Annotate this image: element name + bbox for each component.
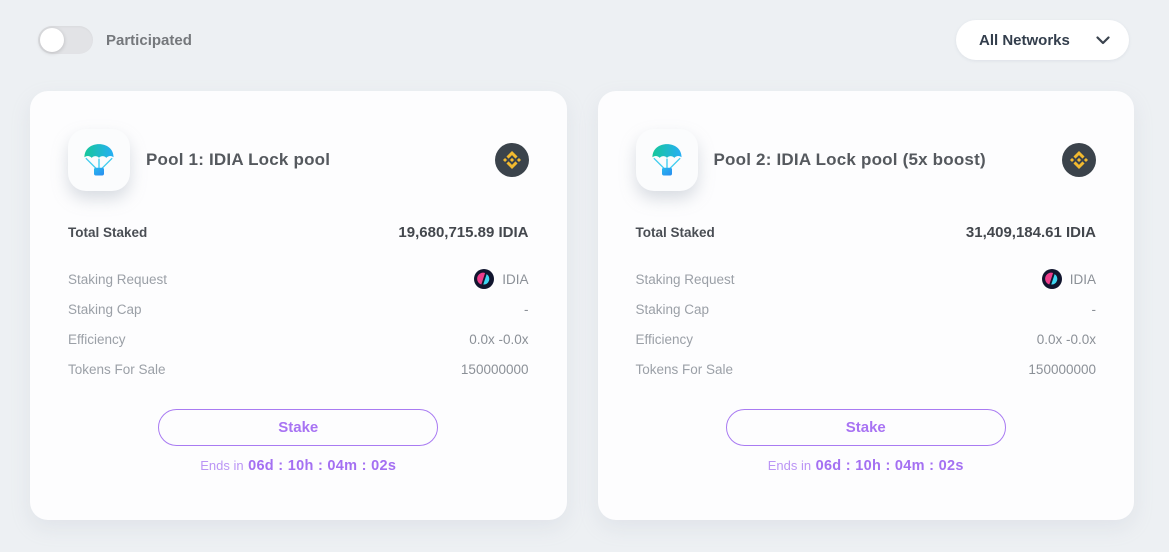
- pool-title: Pool 1: IDIA Lock pool: [146, 150, 331, 169]
- staking-cap-row: Staking Cap -: [68, 294, 529, 324]
- row-value: -: [524, 301, 529, 317]
- pool-card-1: Pool 1: IDIA Lock pool Total Staked 19,6…: [30, 91, 567, 520]
- total-staked-row: Total Staked 31,409,184.61 IDIA: [636, 224, 1097, 241]
- total-staked-value: 19,680,715.89 IDIA: [398, 224, 529, 241]
- idia-token-icon: [1041, 269, 1062, 289]
- pool-cards-container: Pool 1: IDIA Lock pool Total Staked 19,6…: [30, 91, 1134, 520]
- binance-icon: [494, 143, 529, 177]
- top-filter-bar: Participated All Networks: [0, 0, 1169, 60]
- row-label: Tokens For Sale: [68, 361, 166, 377]
- row-value: IDIA: [1041, 269, 1096, 289]
- network-select[interactable]: All Networks: [956, 20, 1129, 60]
- row-value: 150000000: [460, 361, 529, 377]
- toggle-knob: [40, 28, 64, 52]
- network-select-value: All Networks: [979, 31, 1070, 49]
- countdown-time: 06d : 10h : 04m : 02s: [815, 458, 964, 474]
- chevron-down-icon: [1096, 35, 1110, 44]
- participated-filter: Participated: [38, 26, 192, 54]
- row-value: 0.0x -0.0x: [469, 331, 529, 347]
- row-value: 0.0x -0.0x: [1036, 331, 1096, 347]
- countdown: Ends in 06d : 10h : 04m : 02s: [68, 457, 529, 475]
- row-label: Staking Request: [68, 271, 168, 287]
- pool-card-header: Pool 1: IDIA Lock pool: [68, 129, 529, 191]
- idia-token-icon: [474, 269, 495, 289]
- row-value: 150000000: [1028, 361, 1096, 377]
- row-label: Efficiency: [68, 331, 126, 347]
- pool-title: Pool 2: IDIA Lock pool (5x boost): [713, 150, 986, 169]
- tokens-for-sale-row: Tokens For Sale 150000000: [68, 354, 529, 384]
- row-label: Efficiency: [635, 331, 694, 347]
- countdown-time: 06d : 10h : 04m : 02s: [248, 458, 397, 474]
- stake-button[interactable]: Stake: [725, 409, 1006, 446]
- pool-info-rows: Staking Request IDIA St: [68, 264, 529, 384]
- ends-in-label: Ends in: [200, 458, 244, 473]
- pool-card-header: Pool 2: IDIA Lock pool (5x boost): [635, 129, 1096, 191]
- row-label: Tokens For Sale: [635, 361, 734, 377]
- staking-request-row: Staking Request IDIA: [68, 264, 529, 294]
- row-label: Staking Cap: [68, 301, 142, 317]
- total-staked-value: 31,409,184.61 IDIA: [965, 224, 1096, 241]
- efficiency-row: Efficiency 0.0x -0.0x: [636, 324, 1097, 354]
- efficiency-row: Efficiency 0.0x -0.0x: [68, 324, 529, 354]
- staking-cap-row: Staking Cap -: [636, 294, 1097, 324]
- participated-toggle[interactable]: [38, 26, 93, 54]
- row-value: IDIA: [474, 269, 529, 289]
- parachute-icon: [635, 129, 698, 191]
- participated-label: Participated: [106, 31, 192, 49]
- row-label: Staking Cap: [635, 301, 710, 317]
- staking-request-row: Staking Request IDIA: [635, 264, 1096, 294]
- parachute-icon: [68, 129, 130, 191]
- total-staked-label: Total Staked: [68, 225, 148, 240]
- row-label: Staking Request: [635, 271, 735, 287]
- total-staked-row: Total Staked 19,680,715.89 IDIA: [68, 224, 529, 241]
- total-staked-label: Total Staked: [635, 225, 715, 240]
- row-value: -: [1091, 301, 1097, 317]
- binance-icon: [1062, 143, 1096, 177]
- stake-button[interactable]: Stake: [158, 409, 439, 446]
- token-symbol: IDIA: [1069, 271, 1096, 287]
- ends-in-label: Ends in: [767, 458, 812, 473]
- pool-card-2: Pool 2: IDIA Lock pool (5x boost) Total …: [597, 91, 1134, 520]
- countdown: Ends in 06d : 10h : 04m : 02s: [636, 457, 1097, 475]
- tokens-for-sale-row: Tokens For Sale 150000000: [636, 354, 1097, 384]
- pool-info-rows: Staking Request IDIA St: [635, 264, 1097, 384]
- token-symbol: IDIA: [502, 271, 529, 287]
